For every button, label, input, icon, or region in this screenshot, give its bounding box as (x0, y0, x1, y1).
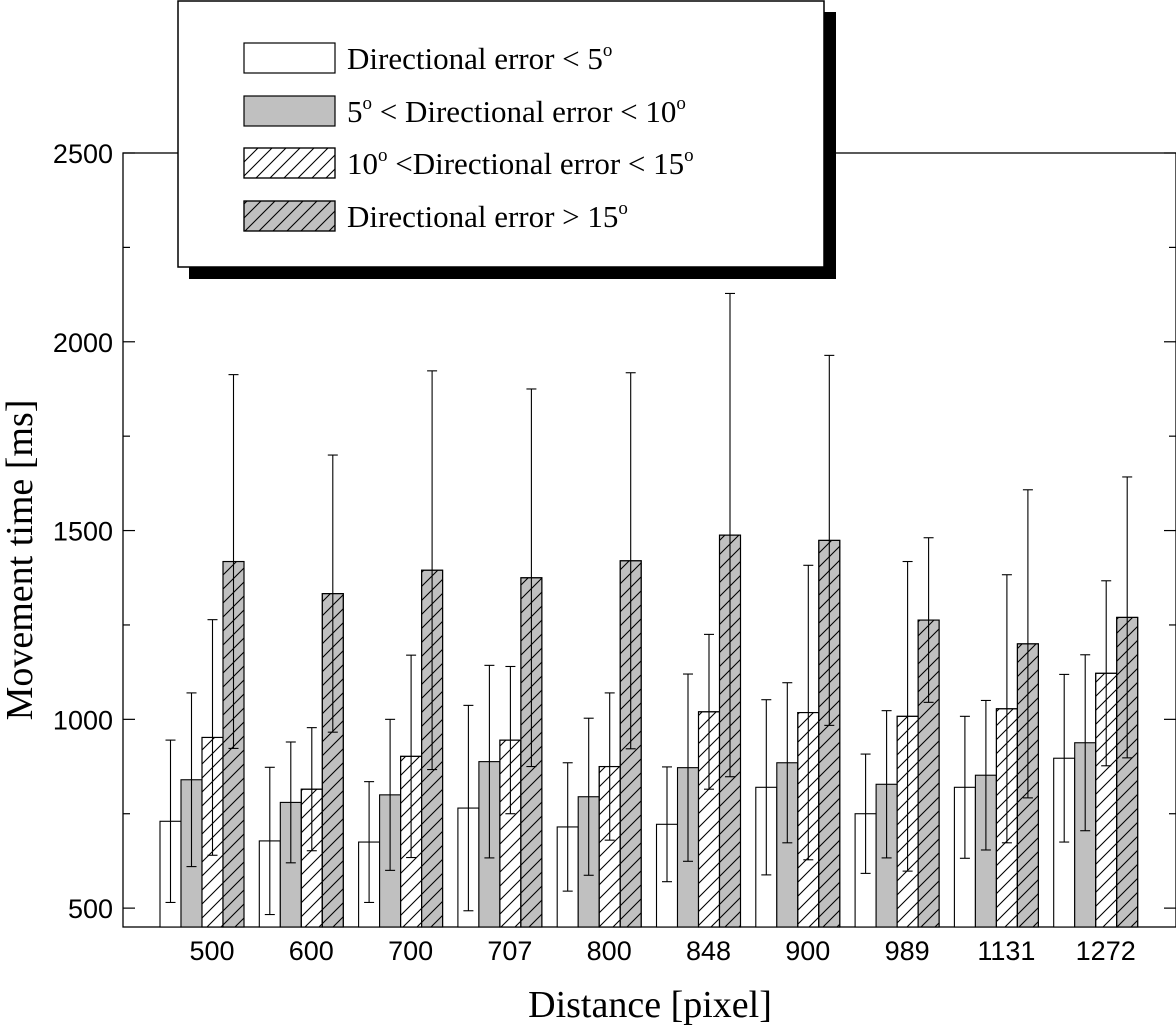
x-tick-label: 900 (785, 936, 830, 966)
x-tick-label: 1131 (977, 936, 1035, 966)
x-tick-label: 500 (189, 936, 234, 966)
x-tick-label: 848 (686, 936, 731, 966)
legend-label: 10o <Directional error < 15o (347, 145, 694, 181)
legend-label: Directional error > 15o (347, 198, 628, 234)
y-tick-label: 1500 (53, 517, 113, 547)
y-tick-label: 1000 (53, 705, 113, 735)
legend-label: Directional error < 5o (347, 40, 612, 76)
legend-label: 5o < Directional error < 10o (347, 93, 686, 129)
y-axis-title: Movement time [ms] (0, 400, 41, 721)
x-tick-label: 1272 (1076, 936, 1136, 966)
x-tick-labels: 500 600 700 707 800 848 900 989 1131 1272 (189, 936, 1135, 966)
bar-groups (159, 534, 1139, 928)
legend-swatch-hatch (243, 147, 336, 179)
y-tick-labels: 500 1000 1500 2000 2500 (53, 139, 113, 924)
x-tick-label: 707 (487, 936, 532, 966)
x-tick-label: 600 (289, 936, 334, 966)
x-tick-label: 800 (587, 936, 632, 966)
axis-ticks (123, 152, 1176, 909)
error-bars (165, 292, 1133, 916)
legend-swatch (243, 42, 336, 74)
x-axis-title: Distance [pixel] (528, 984, 772, 1026)
legend-swatch-hatch (243, 200, 336, 232)
y-tick-label: 500 (68, 894, 113, 924)
y-tick-label: 2500 (53, 139, 113, 169)
x-tick-label: 700 (388, 936, 433, 966)
y-tick-label: 2000 (53, 328, 113, 358)
legend-swatch (243, 95, 336, 127)
legend: Directional error < 5o 5o < Directional e… (177, 0, 836, 279)
x-tick-label: 989 (885, 936, 930, 966)
